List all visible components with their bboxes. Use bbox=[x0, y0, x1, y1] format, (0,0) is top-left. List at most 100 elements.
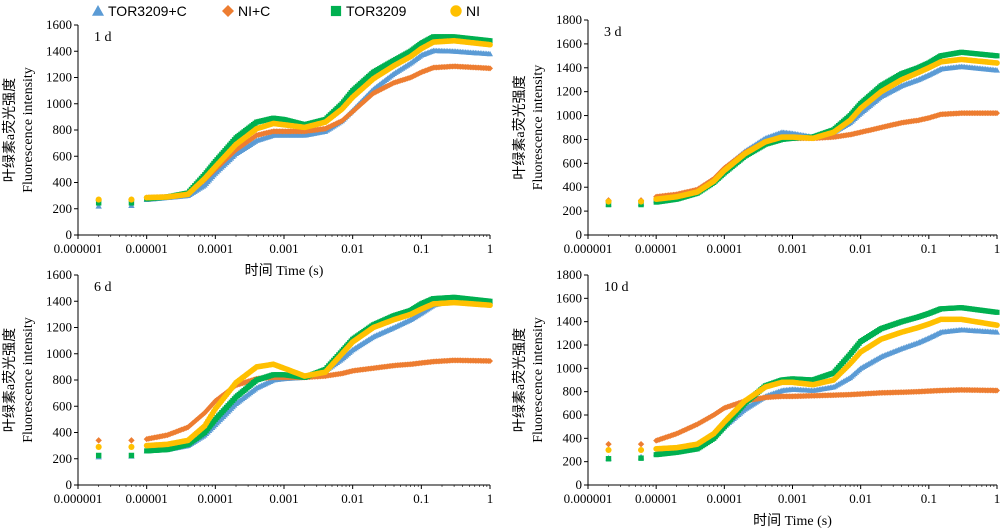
legend-label-3: NI bbox=[466, 3, 480, 19]
data-point bbox=[487, 298, 493, 304]
x-tick-label: 0.01 bbox=[341, 491, 364, 506]
data-point bbox=[95, 452, 102, 459]
y-tick-label: 1600 bbox=[46, 17, 72, 32]
series-NI bbox=[605, 56, 1000, 205]
legend: TOR3209+C NI+C TOR3209 NI bbox=[92, 3, 480, 19]
y-tick-label: 200 bbox=[563, 203, 583, 218]
x-tick-label: 0.000001 bbox=[54, 241, 103, 256]
data-point bbox=[95, 202, 102, 209]
y-tick-label: 1800 bbox=[556, 12, 582, 27]
x-axis-label: 时间 Time (s) bbox=[245, 263, 324, 279]
y-tick-label: 800 bbox=[563, 384, 583, 399]
y-tick-label: 600 bbox=[563, 155, 583, 170]
data-point bbox=[95, 443, 102, 450]
y-tick-label: 0 bbox=[576, 227, 583, 242]
series-TOR3209 bbox=[95, 34, 493, 206]
data-point bbox=[487, 41, 493, 48]
series-TOR3209 bbox=[605, 49, 1000, 208]
data-point bbox=[128, 437, 135, 444]
x-tick-label: 0.01 bbox=[341, 241, 364, 256]
x-tick-label: 0.1 bbox=[921, 491, 937, 506]
data-point bbox=[994, 53, 1000, 59]
x-tick-label: 0.0001 bbox=[197, 491, 233, 506]
y-tick-label: 1200 bbox=[46, 70, 72, 85]
x-tick-label: 1 bbox=[994, 491, 1000, 506]
y-tick-label: 600 bbox=[53, 398, 73, 413]
x-tick-label: 0.000001 bbox=[54, 491, 103, 506]
y-tick-label: 1000 bbox=[46, 346, 72, 361]
y-axis-label-en: Fluorescence intensity bbox=[531, 317, 546, 443]
y-tick-label: 1600 bbox=[556, 290, 582, 305]
y-tick-label: 600 bbox=[53, 148, 73, 163]
data-point bbox=[95, 200, 102, 206]
data-point bbox=[994, 309, 1000, 315]
data-point bbox=[605, 446, 612, 454]
data-point bbox=[994, 67, 1000, 73]
y-tick-label: 1200 bbox=[556, 337, 582, 352]
data-point bbox=[487, 38, 493, 44]
x-tick-label: 0.001 bbox=[269, 491, 298, 506]
x-tick-label: 0.01 bbox=[849, 241, 872, 256]
legend-label-2: TOR3209 bbox=[346, 3, 407, 19]
panel-label: 3 d bbox=[604, 25, 622, 40]
series-NI bbox=[605, 316, 1000, 454]
data-point bbox=[605, 440, 612, 448]
data-point bbox=[994, 60, 1000, 66]
data-point bbox=[128, 196, 135, 203]
legend-marker-1 bbox=[222, 5, 234, 17]
x-tick-label: 0.01 bbox=[849, 491, 872, 506]
data-point bbox=[638, 446, 645, 454]
data-point bbox=[994, 110, 1000, 117]
panel-label: 1 d bbox=[94, 30, 112, 45]
legend-label-0: TOR3209+C bbox=[108, 3, 187, 19]
y-tick-label: 1600 bbox=[46, 267, 72, 282]
y-tick-label: 400 bbox=[53, 175, 73, 190]
data-point bbox=[487, 50, 493, 57]
y-axis-label-cn: 叶绿素a荧光强度 bbox=[511, 328, 528, 432]
y-tick-label: 600 bbox=[563, 407, 583, 422]
panel-1d: 0 200 400 600 800 1000 1200 1400 1600 0.000001 0.0… bbox=[1, 17, 493, 279]
x-tick-label: 0.00001 bbox=[126, 491, 168, 506]
x-tick-label: 0.001 bbox=[778, 241, 807, 256]
y-tick-label: 200 bbox=[53, 451, 73, 466]
x-tick-label: 0.001 bbox=[269, 241, 298, 256]
panel-10d: 0 200 400 600 800 1000 1200 1400 1600 1800 0.00000… bbox=[511, 267, 1000, 529]
data-point bbox=[95, 196, 102, 203]
legend-marker-0 bbox=[92, 5, 104, 16]
data-point bbox=[994, 329, 1000, 335]
x-tick-label: 0.0001 bbox=[197, 241, 233, 256]
data-point bbox=[605, 198, 612, 205]
x-tick-label: 0.000001 bbox=[564, 241, 613, 256]
data-point bbox=[128, 200, 135, 206]
data-point bbox=[128, 452, 135, 459]
x-axis-label: 时间 Time (s) bbox=[753, 513, 832, 529]
x-tick-label: 1 bbox=[487, 491, 494, 506]
y-tick-label: 1000 bbox=[46, 96, 72, 111]
y-tick-label: 400 bbox=[53, 425, 73, 440]
x-tick-label: 0.1 bbox=[921, 241, 937, 256]
y-tick-label: 1400 bbox=[556, 60, 582, 75]
x-tick-label: 0.000001 bbox=[564, 491, 613, 506]
y-axis-label-cn: 叶绿素a荧光强度 bbox=[1, 78, 18, 182]
y-tick-label: 1800 bbox=[556, 267, 582, 282]
x-tick-label: 0.00001 bbox=[635, 241, 677, 256]
y-tick-label: 1600 bbox=[556, 36, 582, 51]
panel-3d: 0 200 400 600 800 1000 1200 1400 1600 1800 0.00000… bbox=[511, 12, 1000, 256]
x-tick-label: 0.1 bbox=[413, 241, 429, 256]
data-point bbox=[95, 437, 102, 444]
y-axis-label-cn: 叶绿素a荧光强度 bbox=[1, 328, 18, 432]
x-tick-label: 1 bbox=[994, 241, 1000, 256]
x-tick-label: 0.001 bbox=[778, 491, 807, 506]
data-point bbox=[128, 443, 135, 450]
series-NI bbox=[95, 37, 493, 203]
x-tick-label: 0.1 bbox=[413, 491, 429, 506]
y-tick-label: 1000 bbox=[556, 360, 582, 375]
x-tick-label: 0.00001 bbox=[126, 241, 168, 256]
x-tick-label: 1 bbox=[487, 241, 494, 256]
y-tick-label: 1200 bbox=[556, 84, 582, 99]
data-point bbox=[487, 357, 493, 364]
legend-label-1: NI+C bbox=[238, 3, 270, 19]
data-point bbox=[638, 198, 645, 205]
legend-marker-3 bbox=[450, 5, 462, 17]
